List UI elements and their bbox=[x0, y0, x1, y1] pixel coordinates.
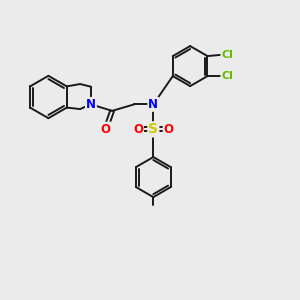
Text: O: O bbox=[164, 123, 174, 136]
Text: S: S bbox=[148, 122, 158, 136]
Text: O: O bbox=[133, 123, 143, 136]
Text: Cl: Cl bbox=[221, 71, 233, 81]
Text: N: N bbox=[86, 98, 96, 111]
Text: O: O bbox=[100, 123, 111, 136]
Text: N: N bbox=[148, 98, 158, 111]
Text: Cl: Cl bbox=[221, 50, 233, 60]
